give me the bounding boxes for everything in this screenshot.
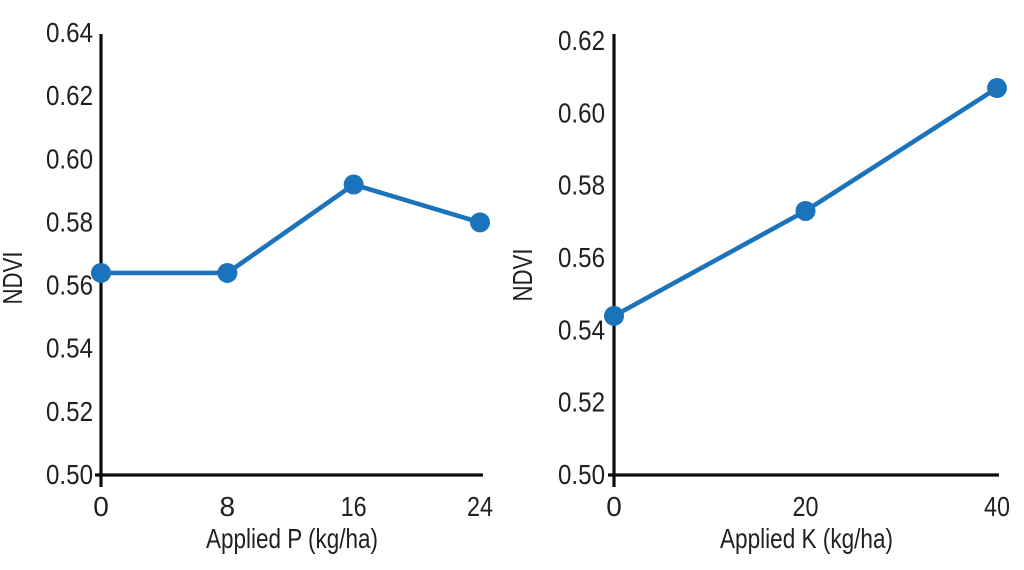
y-tick-label: 0.52 (46, 396, 93, 427)
x-tick-label: 20 (793, 491, 819, 522)
y-tick-label: 0.50 (558, 459, 605, 490)
y-tick-label: 0.56 (558, 242, 605, 273)
y-tick-label: 0.62 (46, 80, 93, 111)
y-tick-label: 0.62 (558, 25, 605, 56)
x-tick-label: 8 (220, 491, 236, 522)
data-point (795, 200, 816, 221)
x-tick-label: 16 (341, 491, 367, 522)
y-tick-label: 0.58 (558, 170, 605, 201)
y-tick-label: 0.60 (46, 143, 93, 174)
y-tick-label: 0.52 (558, 387, 605, 418)
series-line (98, 182, 483, 276)
chart-ndvi-vs-applied-k: 0.50 0.52 0.54 0.56 0.58 0.60 0.62 0 20 40 Applied… (512, 25, 1010, 554)
y-axis-title: NDVI (0, 252, 28, 305)
y-tick-label: 0.60 (558, 97, 605, 128)
x-tick-label: 24 (467, 491, 493, 522)
data-point (91, 262, 111, 283)
x-axis-title: Applied P (kg/ha) (206, 523, 378, 554)
y-tick-label: 0.64 (46, 17, 93, 48)
data-point (987, 78, 1007, 99)
y-tick-label: 0.54 (46, 333, 93, 364)
x-axis-title: Applied K (kg/ha) (720, 523, 893, 554)
data-point (343, 174, 364, 195)
x-tick-label: 0 (606, 491, 622, 522)
y-tick-label: 0.54 (558, 314, 605, 345)
y-tick-label: 0.50 (46, 459, 93, 490)
y-tick-label: 0.56 (46, 270, 93, 301)
data-point (217, 262, 238, 283)
chart-ndvi-vs-applied-p: 0.50 0.52 0.54 0.56 0.58 0.60 0.62 0.64 0 8 16 24 Ap… (0, 17, 493, 554)
y-tick-label: 0.58 (46, 206, 93, 237)
x-tick-label: 40 (984, 491, 1010, 522)
y-axis-title: NDVI (512, 249, 538, 302)
data-point (604, 305, 624, 326)
data-point (470, 212, 490, 233)
x-tick-label: 0 (93, 491, 109, 522)
